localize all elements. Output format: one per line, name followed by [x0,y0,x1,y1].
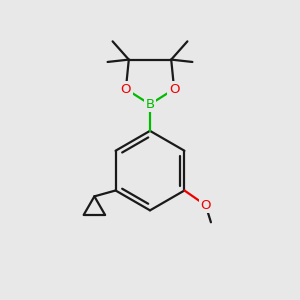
Text: O: O [200,199,211,212]
Text: O: O [169,82,179,95]
Text: O: O [121,82,131,95]
Text: B: B [146,98,154,111]
